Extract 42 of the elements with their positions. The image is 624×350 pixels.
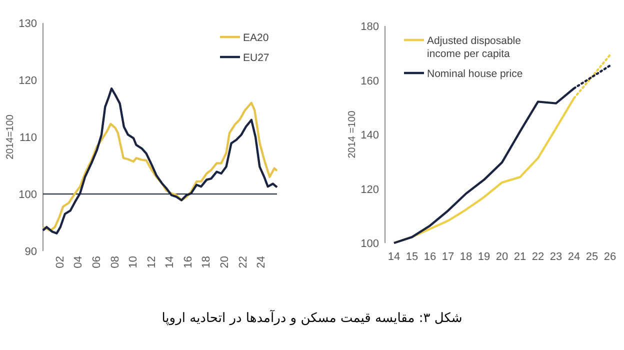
x-tick-label: 10 bbox=[128, 256, 140, 268]
y-tick-label: 160 bbox=[360, 75, 379, 88]
y-tick-label: 130 bbox=[18, 18, 37, 30]
x-tick-label: 14 bbox=[164, 256, 176, 268]
x-tick-label: 02 bbox=[54, 256, 66, 268]
x-tick-label: 22 bbox=[532, 251, 544, 263]
legend-label: EA20 bbox=[243, 32, 269, 44]
legend-label: Nominal house price bbox=[427, 68, 523, 80]
x-tick-label: 16 bbox=[182, 256, 194, 268]
y-tick-label: 100 bbox=[18, 189, 37, 201]
y-tick-label: 180 bbox=[360, 21, 379, 33]
legend-label: Adjusted disposable income per capita bbox=[427, 35, 522, 60]
x-tick-label: 25 bbox=[586, 251, 598, 263]
x-tick-label: 17 bbox=[442, 251, 454, 263]
y-tick-label: 140 bbox=[360, 130, 379, 142]
x-tick-label: 08 bbox=[109, 256, 122, 268]
x-tick-label: 06 bbox=[91, 256, 104, 268]
x-tick-label: 18 bbox=[460, 251, 472, 263]
x-tick-label: 22 bbox=[237, 256, 250, 268]
x-tick-label: 20 bbox=[496, 251, 508, 263]
y-tick-label: 110 bbox=[19, 132, 37, 144]
y-axis-title: 2014=100 bbox=[5, 114, 16, 160]
y-tick-label: 90 bbox=[24, 246, 37, 258]
x-tick-label: 26 bbox=[604, 251, 616, 263]
text: شکل ۳: مقایسه قیمت مسکن و درآمدها در اتحادیه اروپا bbox=[162, 309, 462, 326]
y-tick-label: 100 bbox=[360, 238, 379, 250]
x-tick-label: 23 bbox=[550, 251, 562, 263]
y-tick-label: 120 bbox=[360, 184, 379, 196]
y-axis-title: 2014 =100 bbox=[347, 110, 358, 158]
x-tick-label: 16 bbox=[424, 251, 436, 263]
x-tick-label: 24 bbox=[568, 251, 580, 263]
x-tick-label: 19 bbox=[478, 251, 490, 263]
x-tick-label: 14 bbox=[388, 251, 400, 263]
x-tick-label: 24 bbox=[256, 256, 268, 268]
y-tick-label: 120 bbox=[18, 75, 37, 87]
x-tick-label: 04 bbox=[72, 256, 85, 268]
x-tick-label: 21 bbox=[514, 251, 526, 263]
x-tick-label: 18 bbox=[200, 256, 213, 268]
legend-label: EU27 bbox=[243, 52, 270, 64]
x-tick-label: 12 bbox=[146, 256, 158, 268]
x-tick-label: 15 bbox=[406, 251, 418, 263]
x-tick-label: 20 bbox=[218, 256, 231, 268]
